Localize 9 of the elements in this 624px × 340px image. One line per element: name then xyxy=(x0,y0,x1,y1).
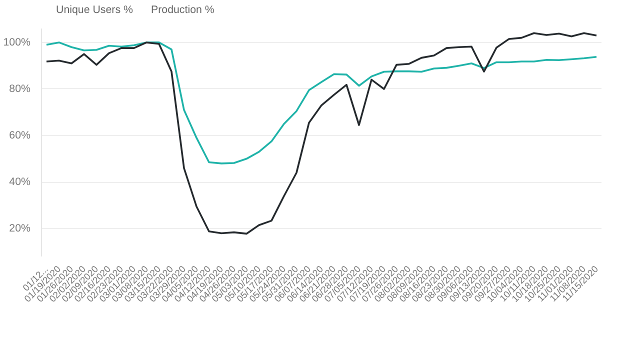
line-series xyxy=(46,32,598,235)
y-tick-label: 60% xyxy=(9,130,32,142)
y-tick-label: 100% xyxy=(3,36,32,48)
line-series xyxy=(46,42,598,164)
text: Production % xyxy=(151,4,214,16)
y-tick-label: 20% xyxy=(9,222,32,235)
text: Unique Users % xyxy=(56,4,133,16)
y-tick-label: 40% xyxy=(9,176,32,188)
y-tick-label: 80% xyxy=(9,82,32,95)
